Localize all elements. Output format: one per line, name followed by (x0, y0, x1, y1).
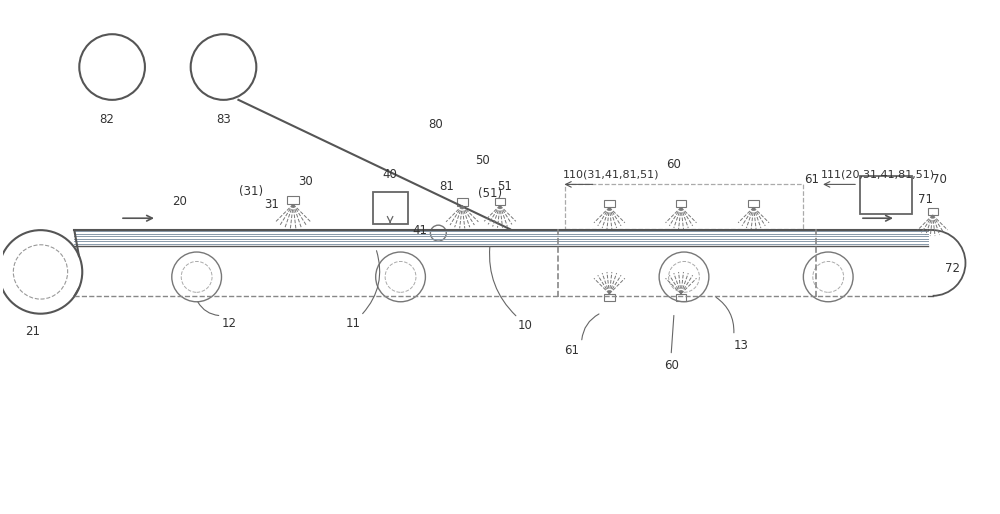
Text: 11: 11 (345, 317, 360, 330)
Text: (51): (51) (478, 187, 502, 200)
Bar (676, 200, 686, 207)
Text: 12: 12 (222, 317, 237, 330)
Text: 50: 50 (475, 154, 489, 167)
Text: 83: 83 (216, 113, 231, 126)
Text: 13: 13 (733, 339, 748, 352)
Bar (860, 176, 912, 214)
Bar (287, 196, 299, 204)
Text: 82: 82 (100, 113, 115, 126)
Text: 21: 21 (25, 325, 40, 338)
Text: 30: 30 (298, 175, 312, 188)
Text: 60: 60 (664, 359, 679, 372)
Text: 71: 71 (918, 193, 933, 206)
Bar (495, 198, 505, 206)
Text: 61: 61 (804, 173, 819, 186)
Text: 80: 80 (428, 118, 443, 131)
Bar (676, 294, 686, 301)
Text: 70: 70 (932, 173, 947, 186)
Bar (604, 294, 615, 301)
Text: 40: 40 (383, 168, 398, 181)
Bar (565, 185, 803, 229)
Bar (373, 192, 408, 224)
Bar (457, 198, 468, 206)
Text: 61: 61 (564, 344, 579, 357)
Text: 72: 72 (945, 263, 960, 276)
Bar (748, 200, 759, 207)
Text: 111(20,31,41,81,51): 111(20,31,41,81,51) (821, 170, 935, 179)
Text: 110(31,41,81,51): 110(31,41,81,51) (563, 170, 659, 179)
Text: 41: 41 (412, 224, 427, 236)
Bar (928, 208, 938, 215)
Text: 81: 81 (439, 180, 454, 193)
Text: 31: 31 (264, 198, 279, 211)
Text: 60: 60 (667, 158, 681, 171)
Text: (31): (31) (239, 185, 263, 198)
Text: 10: 10 (517, 319, 532, 332)
Bar (604, 200, 615, 207)
Text: 51: 51 (498, 180, 512, 193)
Text: 20: 20 (172, 195, 187, 208)
